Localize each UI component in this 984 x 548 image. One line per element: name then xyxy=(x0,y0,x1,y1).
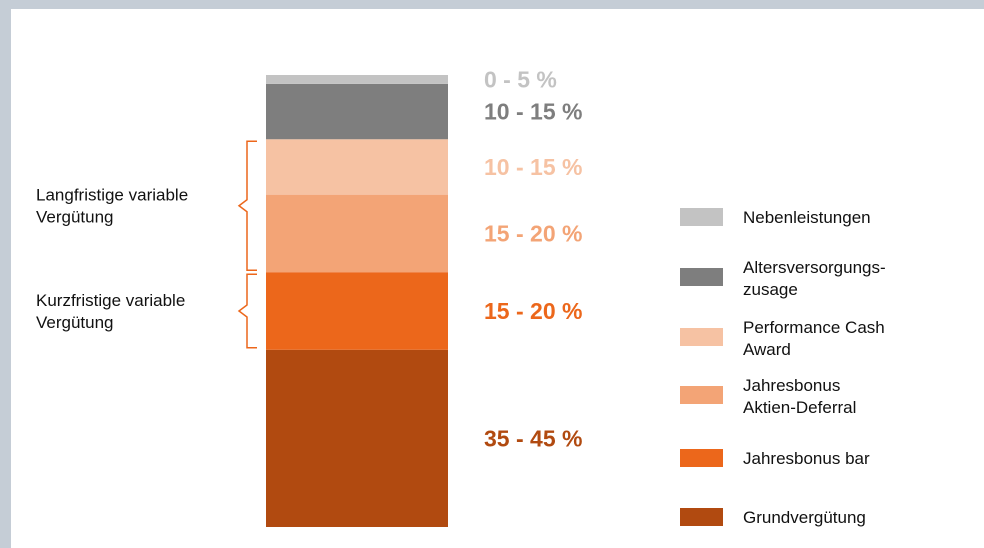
legend-swatch-jahresbonus-bar xyxy=(680,449,723,467)
group-label-kurzfristige-variable-verguetung-line-1: Kurzfristige variable xyxy=(36,291,185,310)
data-label-grundverguetung: 35 - 45 % xyxy=(484,425,582,451)
data-label-performance-cash-award: 10 - 15 % xyxy=(484,154,582,180)
legend-label-grundverguetung-line-1: Grundvergütung xyxy=(743,508,866,527)
legend-swatch-performance-cash-award xyxy=(680,328,723,346)
group-label-langfristige-variable-verguetung-line-1: Langfristige variable xyxy=(36,186,188,205)
bar-segment-jahresbonus-aktien-deferral xyxy=(266,194,448,273)
bracket-kurzfristige-variable-verguetung xyxy=(237,273,257,349)
bar-segment-jahresbonus-bar xyxy=(266,272,448,350)
legend-label-jahresbonus-bar-line-1: Jahresbonus bar xyxy=(743,449,870,468)
legend-label-performance-cash-award-line-2: Award xyxy=(743,340,791,359)
legend-label-altersversorgungs-zusage-line-1: Altersversorgungs- xyxy=(743,258,886,277)
legend-label-nebenleistungen-line-1: Nebenleistungen xyxy=(743,208,871,227)
bar-segment-nebenleistungen xyxy=(266,75,448,84)
legend-label-jahresbonus-aktien-deferral-line-2: Aktien-Deferral xyxy=(743,398,856,417)
data-label-nebenleistungen: 0 - 5 % xyxy=(484,66,557,92)
data-label-jahresbonus-bar: 15 - 20 % xyxy=(484,298,582,324)
bracket-langfristige-variable-verguetung xyxy=(237,140,257,271)
legend-swatch-grundverguetung xyxy=(680,508,723,526)
legend-swatch-jahresbonus-aktien-deferral xyxy=(680,386,723,404)
legend-label-performance-cash-award-line-1: Performance Cash xyxy=(743,318,885,337)
data-label-altersversorgungs-zusage: 10 - 15 % xyxy=(484,99,582,125)
legend-swatch-altersversorgungs-zusage xyxy=(680,268,723,286)
bar-segment-altersversorgungs-zusage xyxy=(266,83,448,140)
legend-swatch-nebenleistungen xyxy=(680,208,723,226)
group-label-kurzfristige-variable-verguetung-line-2: Vergütung xyxy=(36,313,114,332)
legend-label-jahresbonus-aktien-deferral-line-1: Jahresbonus xyxy=(743,376,840,395)
bar-segment-grundverguetung xyxy=(266,349,448,527)
bar-segment-performance-cash-award xyxy=(266,139,448,195)
legend-label-altersversorgungs-zusage-line-2: zusage xyxy=(743,280,798,299)
group-label-langfristige-variable-verguetung-line-2: Vergütung xyxy=(36,208,114,227)
data-label-jahresbonus-aktien-deferral: 15 - 20 % xyxy=(484,220,582,246)
